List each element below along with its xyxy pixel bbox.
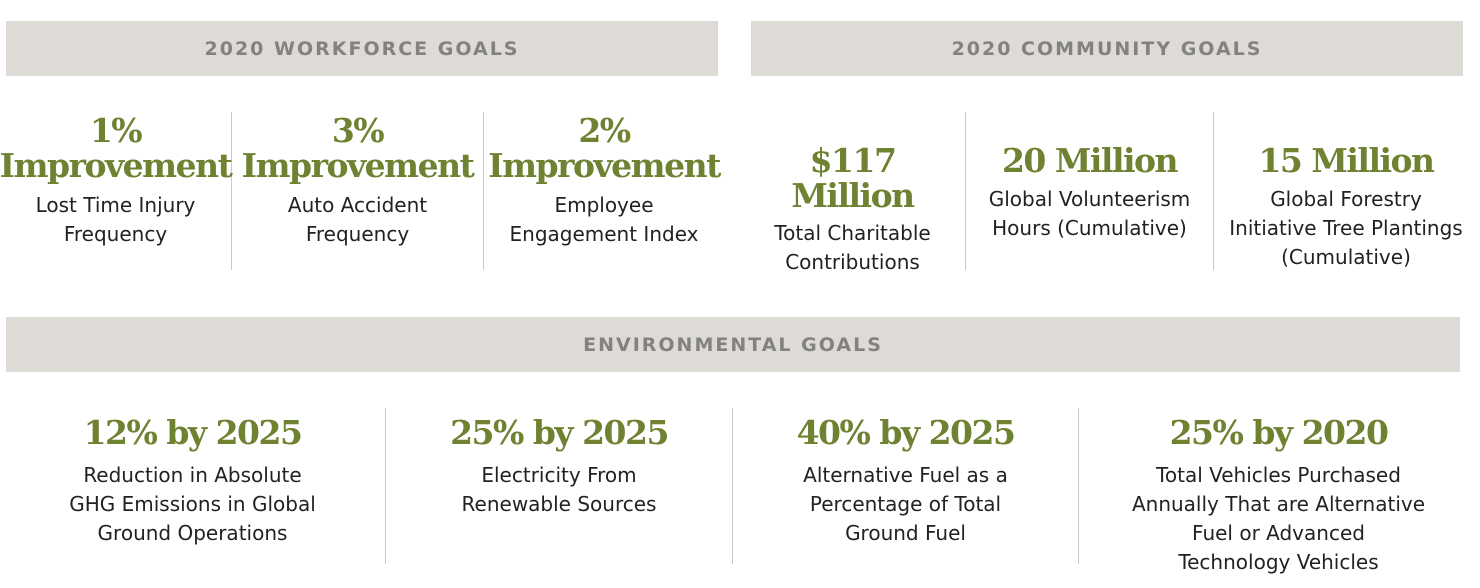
stat-description: Lost Time Injury Frequency xyxy=(36,191,196,249)
stat-description-line: Total Charitable xyxy=(774,221,931,246)
stat-description: Reduction in Absolute GHG Emissions in G… xyxy=(69,461,316,548)
workforce-goals-group: 1% Improvement Lost Time Injury Frequenc… xyxy=(0,112,724,270)
stat-description-line: Lost Time Injury xyxy=(35,193,196,218)
community-goals-group: $117 Million Total Charitable Contributi… xyxy=(740,112,1478,274)
stat-description-line: Annually That are Alternative xyxy=(1131,491,1426,516)
environmental-goals-title: ENVIRONMENTAL GOALS xyxy=(583,333,883,356)
stat-description-line: Global Volunteerism xyxy=(988,186,1191,211)
stat-value: 2% Improvement xyxy=(488,111,721,185)
environmental-goals-header: ENVIRONMENTAL GOALS xyxy=(6,317,1460,372)
stat-description-line: Frequency xyxy=(63,222,168,247)
community-stat-volunteerism: 20 Million Global Volunteerism Hours (Cu… xyxy=(966,112,1214,270)
stat-value-percent: 1% xyxy=(89,111,143,150)
stat-value: 15 Million xyxy=(1258,141,1435,180)
stat-value-label: Improvement xyxy=(241,145,475,185)
stat-description-line: Auto Accident xyxy=(287,193,428,218)
community-stat-forestry: 15 Million Global Forestry Initiative Tr… xyxy=(1214,112,1478,270)
stat-description-line: Total Vehicles Purchased xyxy=(1156,462,1401,487)
stat-description-line: Employee xyxy=(554,193,654,218)
workforce-goals-title: 2020 WORKFORCE GOALS xyxy=(204,37,520,60)
stat-description-line: Ground Operations xyxy=(97,520,288,545)
stat-value: 12% by 2025 xyxy=(83,413,303,452)
community-goals-header: 2020 COMMUNITY GOALS xyxy=(751,21,1463,76)
env-stat-renewable: 25% by 2025 Electricity From Renewable S… xyxy=(386,408,733,564)
stat-description: Global Forestry Initiative Tree Planting… xyxy=(1229,185,1462,272)
stat-value: $117 Million xyxy=(791,141,915,215)
stat-value: 25% by 2020 xyxy=(1169,413,1389,452)
stat-value: 20 Million xyxy=(1001,141,1179,180)
stat-description-line: (Cumulative) xyxy=(1281,244,1411,269)
stat-description-line: Global Forestry xyxy=(1270,186,1422,211)
stat-description: Employee Engagement Index xyxy=(510,191,699,249)
stat-description-line: Renewable Sources xyxy=(461,491,657,516)
stat-value: 25% by 2025 xyxy=(450,413,669,452)
env-stat-ghg: 12% by 2025 Reduction in Absolute GHG Em… xyxy=(0,408,386,564)
workforce-stat-auto-accident: 3% Improvement Auto Accident Frequency xyxy=(232,112,484,270)
stat-description-line: Engagement Index xyxy=(509,222,699,247)
stat-value: 40% by 2025 xyxy=(796,413,1016,452)
stat-description: Electricity From Renewable Sources xyxy=(462,461,657,519)
stat-description-line: Contributions xyxy=(785,250,920,275)
stat-description-line: Initiative Tree Plantings xyxy=(1229,215,1463,240)
stat-description-line: Alternative Fuel as a xyxy=(803,462,1008,487)
stat-description: Total Charitable Contributions xyxy=(774,219,930,277)
stat-description-line: Electricity From xyxy=(481,462,637,487)
stat-description-line: Ground Fuel xyxy=(845,520,966,545)
env-stat-alt-fuel: 40% by 2025 Alternative Fuel as a Percen… xyxy=(733,408,1079,564)
stat-description: Global Volunteerism Hours (Cumulative) xyxy=(989,185,1191,243)
stat-value-percent: 3% xyxy=(331,111,385,150)
stat-value-label: Improvement xyxy=(488,145,721,185)
stat-description-line: Percentage of Total xyxy=(809,491,1002,516)
workforce-stat-engagement: 2% Improvement Employee Engagement Index xyxy=(484,112,724,270)
stat-description: Auto Accident Frequency xyxy=(288,191,427,249)
community-goals-title: 2020 COMMUNITY GOALS xyxy=(951,37,1263,60)
stat-value-label: Improvement xyxy=(0,145,233,185)
stat-description-line: Reduction in Absolute xyxy=(83,462,302,487)
stat-description-line: Hours (Cumulative) xyxy=(992,215,1187,240)
stat-description: Alternative Fuel as a Percentage of Tota… xyxy=(803,461,1008,548)
community-stat-charitable: $117 Million Total Charitable Contributi… xyxy=(740,112,966,274)
stat-value-percent: 2% xyxy=(578,111,631,150)
stat-value: 3% Improvement xyxy=(241,111,475,185)
workforce-stat-lost-time: 1% Improvement Lost Time Injury Frequenc… xyxy=(0,111,233,270)
stat-description-line: Frequency xyxy=(305,222,410,247)
stat-value: 1% Improvement xyxy=(0,111,233,185)
environmental-goals-group: 12% by 2025 Reduction in Absolute GHG Em… xyxy=(0,408,1478,574)
stat-description: Total Vehicles Purchased Annually That a… xyxy=(1132,461,1425,577)
stat-description-line: GHG Emissions in Global xyxy=(69,491,316,516)
stat-description-line: Fuel or Advanced xyxy=(1192,520,1365,545)
stat-description-line: Technology Vehicles xyxy=(1178,549,1379,574)
env-stat-vehicles: 25% by 2020 Total Vehicles Purchased Ann… xyxy=(1079,408,1478,573)
workforce-goals-header: 2020 WORKFORCE GOALS xyxy=(6,21,718,76)
